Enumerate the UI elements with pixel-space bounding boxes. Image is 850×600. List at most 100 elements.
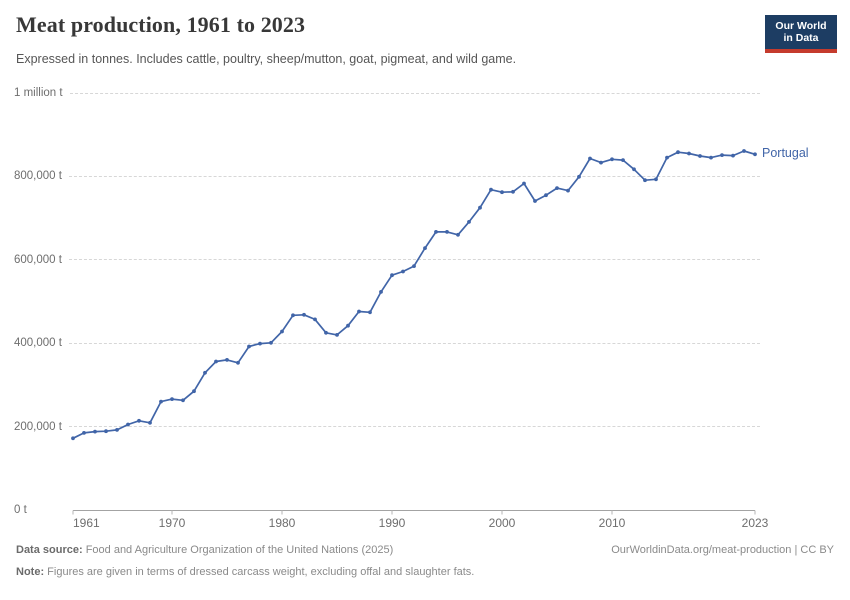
data-point <box>324 330 328 335</box>
owid-cc-link[interactable]: OurWorldinData.org/meat-production | CC … <box>611 544 834 556</box>
data-point <box>676 150 680 155</box>
data-point <box>258 341 262 346</box>
series-label-portugal[interactable]: Portugal <box>762 146 809 161</box>
data-point <box>445 230 449 234</box>
data-point <box>654 177 658 182</box>
chart-footer: Data source: Food and Agriculture Organi… <box>16 543 834 580</box>
y-axis-tick-label: 0 t <box>14 504 27 516</box>
x-axis-tick-label: 2000 <box>488 516 516 530</box>
gridline <box>68 175 760 177</box>
x-axis-tick-label: 2010 <box>598 516 626 530</box>
y-axis-tick-label: 400,000 t <box>14 337 62 350</box>
data-point <box>148 420 152 425</box>
data-point <box>621 158 625 163</box>
page-title: Meat production, 1961 to 2023 <box>16 12 306 37</box>
data-point <box>742 149 746 153</box>
data-point <box>203 370 207 375</box>
y-gridline-row: 200,000 t <box>14 419 760 435</box>
data-point <box>412 264 416 268</box>
data-point <box>269 340 273 345</box>
data-point <box>93 429 97 434</box>
y-gridline-row: 400,000 t <box>14 335 760 351</box>
data-point <box>456 232 460 237</box>
y-axis-tick-label: 200,000 t <box>14 420 62 433</box>
y-axis-tick-label: 600,000 t <box>14 253 62 266</box>
data-point <box>346 323 350 328</box>
y-gridline-row: 0 t <box>14 502 760 518</box>
owid-logo-line2: in Data <box>783 32 819 44</box>
data-point <box>214 359 218 364</box>
data-point <box>566 188 570 193</box>
data-point <box>555 186 559 191</box>
data-point <box>720 153 724 158</box>
data-point <box>302 312 306 317</box>
data-point <box>104 429 108 434</box>
data-point <box>401 269 405 274</box>
data-point <box>291 313 295 318</box>
data-point <box>192 389 196 394</box>
data-point <box>522 181 526 186</box>
data-point <box>665 155 669 160</box>
data-point <box>709 155 713 160</box>
x-axis-tick-label: 2023 <box>741 516 769 530</box>
data-point <box>753 152 757 157</box>
gridline <box>68 342 760 344</box>
data-point <box>159 399 163 404</box>
gridline <box>69 92 760 94</box>
data-point <box>280 329 284 334</box>
data-point <box>610 157 614 162</box>
gridline <box>68 426 760 428</box>
data-point <box>698 154 702 158</box>
note-text: Note: Figures are given in terms of dres… <box>16 566 475 578</box>
data-point <box>313 317 317 322</box>
data-point <box>82 431 86 435</box>
data-point <box>137 418 141 423</box>
data-point <box>643 178 647 183</box>
gridline <box>68 259 760 261</box>
data-point <box>500 190 504 195</box>
data-point <box>687 151 691 156</box>
data-point <box>467 220 471 224</box>
data-point <box>368 310 372 315</box>
data-point <box>423 246 427 251</box>
data-point <box>577 174 581 179</box>
x-axis-tick-label: 1990 <box>378 516 406 530</box>
data-point <box>335 333 339 337</box>
owid-logo[interactable]: Our World in Data <box>765 15 837 53</box>
data-point <box>489 187 493 192</box>
y-axis-tick-label: 800,000 t <box>14 170 62 183</box>
data-point <box>170 397 174 401</box>
data-point <box>434 230 438 234</box>
data-source-text: Data source: Food and Agriculture Organi… <box>16 544 394 556</box>
data-point <box>390 273 394 278</box>
x-axis-tick-label: 1980 <box>268 516 296 530</box>
data-point <box>544 193 548 198</box>
owid-logo-line1: Our World <box>775 20 827 32</box>
data-point <box>599 160 603 165</box>
y-gridline-row: 800,000 t <box>14 168 760 184</box>
x-axis-tick-label: 1970 <box>158 516 186 530</box>
data-line-portugal <box>72 150 756 440</box>
data-point <box>115 428 119 432</box>
y-gridline-row: 1 million t <box>14 85 760 101</box>
data-point <box>478 205 482 210</box>
y-gridline-row: 600,000 t <box>14 252 760 268</box>
data-point <box>588 156 592 161</box>
data-point <box>225 358 229 362</box>
data-point <box>181 398 185 403</box>
data-point <box>357 309 361 314</box>
data-point <box>511 189 515 194</box>
data-point <box>731 153 735 158</box>
data-point <box>236 360 240 365</box>
data-point <box>126 422 130 427</box>
data-point <box>632 167 636 172</box>
chart-subtitle: Expressed in tonnes. Includes cattle, po… <box>16 52 517 66</box>
y-axis-tick-label: 1 million t <box>14 87 63 99</box>
data-point <box>71 436 75 441</box>
data-point <box>247 344 251 349</box>
data-point <box>379 290 383 294</box>
x-axis-tick-label: 1961 <box>73 516 100 530</box>
data-point <box>533 199 537 203</box>
